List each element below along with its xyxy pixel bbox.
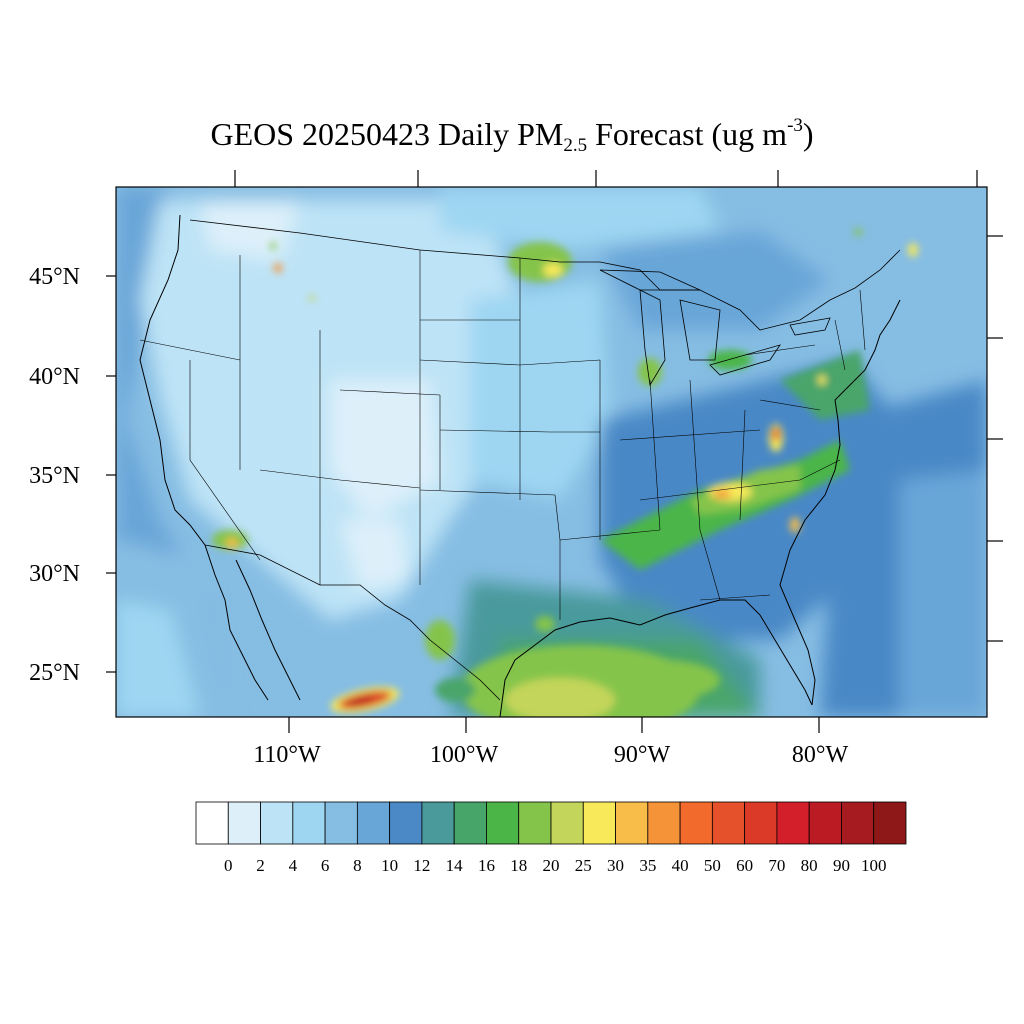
lon-label: 100°W — [430, 742, 499, 768]
title-superscript: -3 — [787, 115, 803, 136]
lon-label: 80°W — [792, 742, 849, 768]
colorbar-swatch — [744, 801, 778, 845]
colorbar-label: 14 — [446, 856, 464, 875]
colorbar-swatch — [356, 801, 391, 845]
coastline-gulf-of-california — [235, 559, 301, 701]
coastline-atlantic — [779, 299, 901, 706]
colorbar-swatch — [550, 801, 584, 845]
colorbar-label: 25 — [575, 856, 592, 875]
colorbar-label: 8 — [353, 856, 362, 875]
colorbar-label: 80 — [801, 856, 818, 875]
colorbar-label: 35 — [639, 856, 656, 875]
lat-labels: 45°N 40°N 35°N 30°N 25°N — [29, 264, 80, 686]
title-prefix: GEOS 20250423 Daily PM — [210, 116, 564, 152]
lat-label: 30°N — [29, 561, 80, 587]
colorbar-swatch — [679, 801, 713, 845]
lat-label: 40°N — [29, 364, 80, 390]
lon-labels: 110°W 100°W 90°W 80°W — [253, 742, 848, 768]
colorbar-label: 4 — [289, 856, 298, 875]
colorbar-swatch — [324, 801, 358, 845]
colorbar-swatch — [808, 801, 842, 845]
figure-title: GEOS 20250423 Daily PM2.5 Forecast (ug m… — [0, 112, 1024, 156]
colorbar-swatch — [195, 801, 229, 845]
mexico-border — [204, 544, 501, 701]
colorbar-swatch — [615, 801, 649, 845]
colorbar-swatch — [421, 801, 455, 845]
colorbar-swatch — [260, 801, 294, 845]
lat-label: 25°N — [29, 660, 80, 686]
coastline-gulf — [499, 599, 813, 717]
colorbar-swatch — [582, 801, 616, 845]
colorbar-label: 90 — [833, 856, 850, 875]
colorbar-swatch — [486, 801, 520, 845]
colorbar-label: 18 — [510, 856, 527, 875]
colorbar-label: 16 — [478, 856, 495, 875]
title-suffix: ) — [802, 116, 814, 152]
lat-label: 45°N — [29, 264, 80, 290]
colorbar-label: 2 — [256, 856, 265, 875]
colorbar-swatch — [389, 801, 423, 845]
colorbar-swatch — [873, 801, 907, 845]
colorbar-label: 20 — [543, 856, 560, 875]
colorbar-swatch — [776, 801, 810, 845]
colorbar-label: 50 — [704, 856, 721, 875]
title-middle: Forecast (ug m — [587, 116, 788, 152]
colorbar-label: 40 — [672, 856, 689, 875]
colorbar: 0 2 4 6 8 10 12 14 16 18 20 25 30 35 40 50 60 70 80 90 100 — [195, 801, 907, 875]
colorbar-label: 6 — [321, 856, 330, 875]
lat-label: 35°N — [29, 463, 80, 489]
coastline-west — [139, 214, 269, 701]
colorbar-swatch — [453, 801, 487, 845]
state-lines — [139, 250, 866, 620]
colorbar-swatch — [227, 801, 261, 845]
colorbar-swatch — [292, 801, 326, 845]
colorbar-swatch — [841, 801, 875, 845]
colorbar-label: 70 — [768, 856, 785, 875]
colorbar-label: 100 — [861, 856, 887, 875]
concentration-field — [116, 187, 987, 717]
map-frame — [115, 186, 988, 718]
colorbar-label: 30 — [607, 856, 624, 875]
boundaries — [139, 214, 901, 717]
title-subscript: 2.5 — [563, 135, 588, 156]
colorbar-label: 60 — [736, 856, 753, 875]
colorbar-swatch — [518, 801, 552, 845]
lon-label: 110°W — [253, 742, 321, 768]
colorbar-label: 12 — [413, 856, 430, 875]
map-tick-marks — [106, 170, 1003, 733]
colorbar-swatch — [711, 801, 746, 845]
colorbar-label: 10 — [381, 856, 398, 875]
colorbar-label: 0 — [224, 856, 233, 875]
great-lakes — [599, 269, 831, 387]
colorbar-swatch — [647, 801, 681, 845]
lon-label: 90°W — [614, 742, 671, 768]
